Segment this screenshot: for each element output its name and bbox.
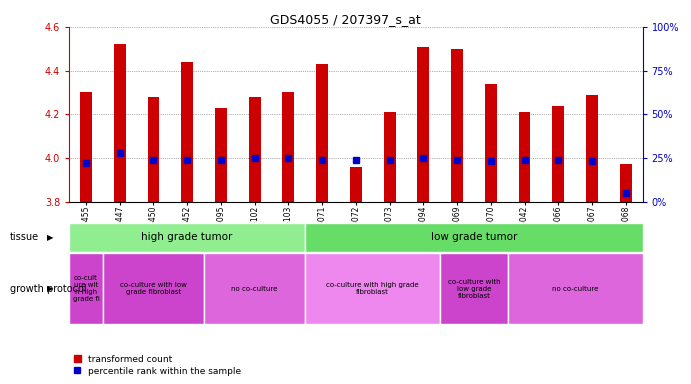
Text: co-cult
ure wit
h high
grade fi: co-cult ure wit h high grade fi xyxy=(73,275,100,303)
Bar xyxy=(114,45,126,202)
Bar xyxy=(552,106,564,202)
Bar xyxy=(80,93,92,202)
Bar xyxy=(508,253,643,324)
Bar xyxy=(620,164,632,202)
Bar xyxy=(69,253,103,324)
Text: ▶: ▶ xyxy=(47,233,53,242)
Text: co-culture with
low grade
fibroblast: co-culture with low grade fibroblast xyxy=(448,279,500,299)
Bar xyxy=(440,253,508,324)
Text: tissue: tissue xyxy=(10,232,39,242)
Bar xyxy=(148,97,160,202)
Bar xyxy=(316,64,328,202)
Text: ▶: ▶ xyxy=(47,285,53,293)
Text: co-culture with low
grade fibroblast: co-culture with low grade fibroblast xyxy=(120,283,187,295)
Text: high grade tumor: high grade tumor xyxy=(142,232,233,242)
Legend: transformed count, percentile rank within the sample: transformed count, percentile rank withi… xyxy=(74,355,241,376)
Bar xyxy=(249,97,261,202)
Text: growth protocol: growth protocol xyxy=(10,284,86,294)
Bar xyxy=(181,62,193,202)
Bar xyxy=(485,84,497,202)
Bar xyxy=(215,108,227,202)
Bar xyxy=(283,93,294,202)
Bar xyxy=(305,223,643,252)
Bar xyxy=(384,112,395,202)
Bar xyxy=(451,49,463,202)
Text: GDS4055 / 207397_s_at: GDS4055 / 207397_s_at xyxy=(270,13,421,26)
Bar xyxy=(350,167,362,202)
Text: low grade tumor: low grade tumor xyxy=(430,232,517,242)
Bar xyxy=(103,253,204,324)
Bar xyxy=(519,112,531,202)
Bar xyxy=(586,94,598,202)
Bar xyxy=(69,223,305,252)
Text: no co-culture: no co-culture xyxy=(552,286,598,292)
Text: no co-culture: no co-culture xyxy=(231,286,278,292)
Bar xyxy=(305,253,440,324)
Bar xyxy=(417,46,429,202)
Text: co-culture with high grade
fibroblast: co-culture with high grade fibroblast xyxy=(326,283,419,295)
Bar xyxy=(204,253,305,324)
